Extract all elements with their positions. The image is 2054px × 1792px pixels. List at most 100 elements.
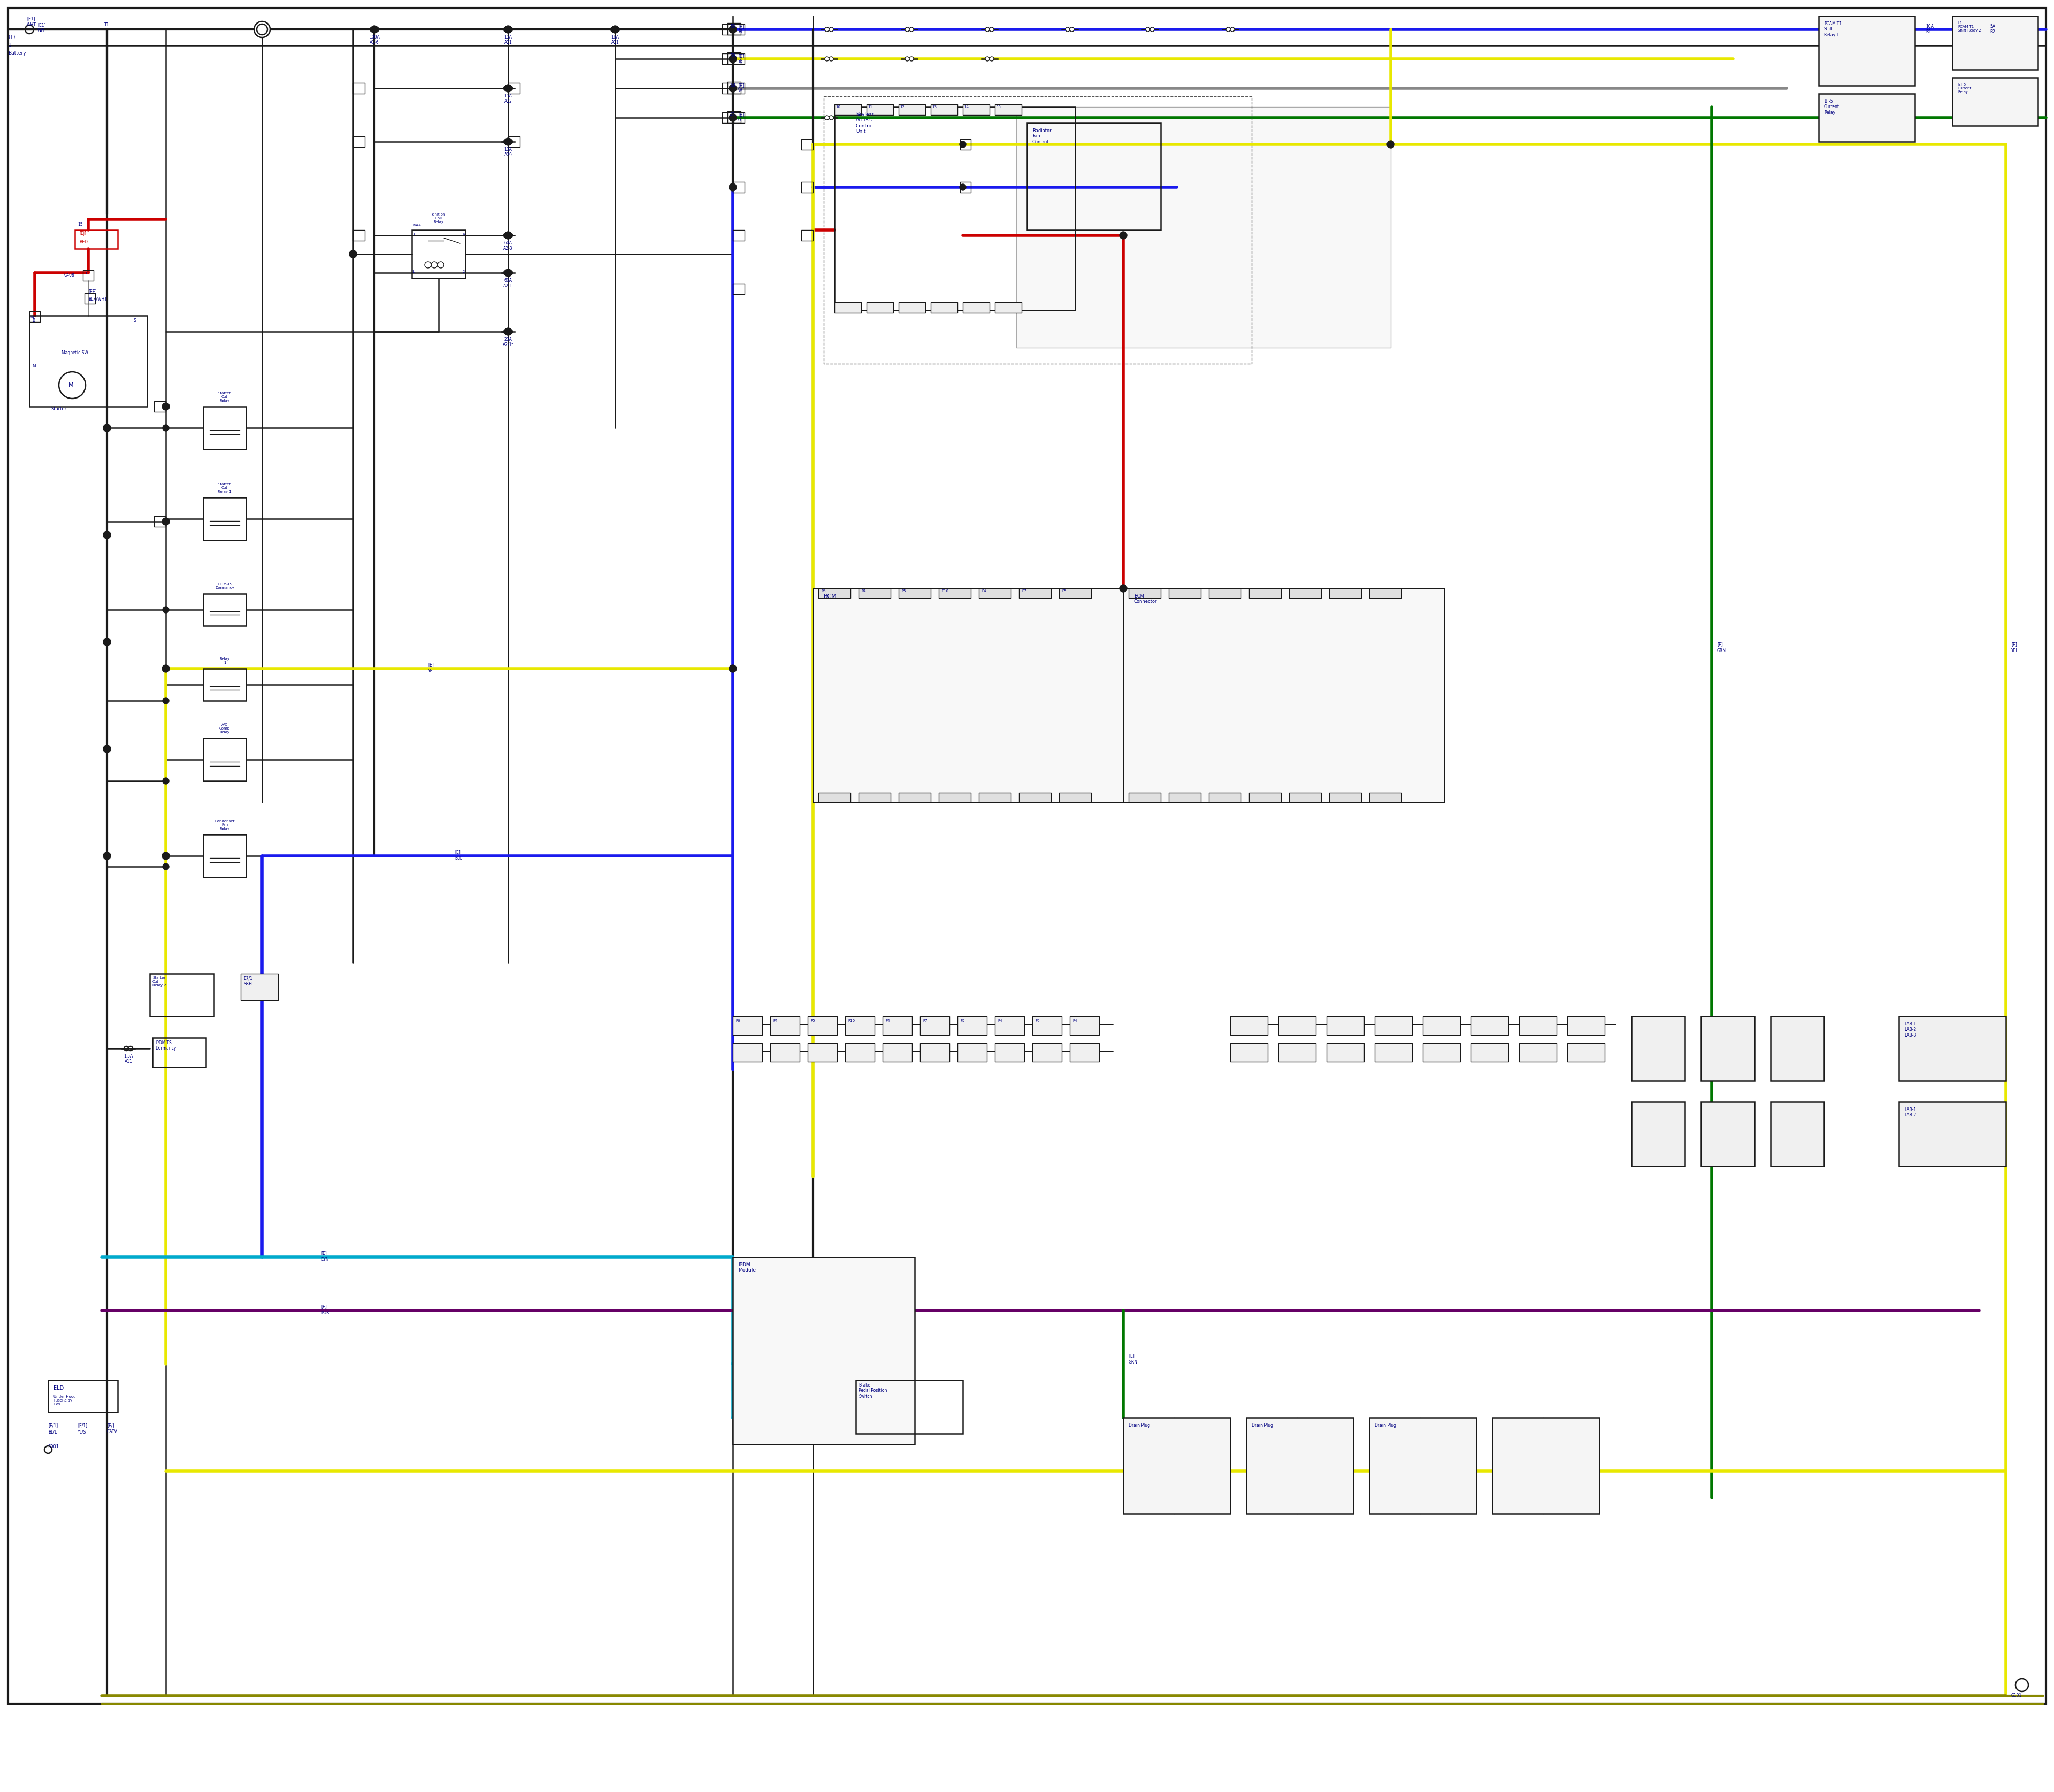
Text: Ignition
Coil
Relay: Ignition Coil Relay [431,213,446,224]
Bar [1290,588,1321,599]
Bar [74,229,117,249]
Bar [413,229,466,278]
Bar [723,82,733,93]
Bar [727,111,741,124]
Text: A/C
Comp
Relay: A/C Comp Relay [220,724,230,735]
Bar [1423,1016,1460,1036]
Bar [900,588,930,599]
Circle shape [103,425,111,432]
Text: LAB-1
LAB-2: LAB-1 LAB-2 [1904,1107,1916,1118]
Bar [1027,124,1161,229]
Bar [1493,1417,1600,1514]
Circle shape [103,530,111,539]
Bar [1374,1016,1413,1036]
Bar [733,82,744,93]
Circle shape [162,403,170,410]
Bar [1070,1043,1099,1063]
Bar [770,1043,799,1063]
Bar [1471,1016,1508,1036]
Circle shape [826,115,830,120]
Text: P6: P6 [822,590,826,593]
Bar [980,588,1011,599]
Circle shape [505,138,511,145]
Bar [883,1043,912,1063]
Text: WHT: WHT [27,23,37,27]
Text: Starter
Cut
Relay 2: Starter Cut Relay 2 [152,977,166,987]
Circle shape [1150,27,1154,32]
Bar [1631,1016,1684,1081]
Circle shape [1070,27,1074,32]
Text: YE: YE [737,59,744,65]
Bar [1169,792,1202,803]
Text: BLU: BLU [454,857,462,860]
Text: YEL: YEL [2011,649,2019,652]
Circle shape [103,745,111,753]
Circle shape [103,638,111,645]
Bar [1329,792,1362,803]
Bar [1033,1016,1062,1036]
Bar [1567,1043,1604,1063]
Bar [1631,1102,1684,1167]
Circle shape [257,23,267,34]
Bar [1210,792,1241,803]
Bar [900,104,926,115]
Bar [959,181,972,192]
Circle shape [372,27,378,32]
Bar [203,593,246,625]
Bar [801,140,813,151]
Circle shape [729,25,737,34]
Text: Starter: Starter [51,407,66,412]
Bar [727,82,741,93]
Circle shape [1119,584,1128,591]
Text: Starter
Cut
Relay: Starter Cut Relay [218,392,232,401]
Text: Relay
1: Relay 1 [220,658,230,665]
Text: 14: 14 [963,106,969,109]
Circle shape [986,27,990,32]
Text: Under Hood
FuseRelay
Box: Under Hood FuseRelay Box [53,1396,76,1405]
Bar [817,588,850,599]
Text: 15A
A21: 15A A21 [503,34,511,45]
Bar [1818,93,1914,142]
Text: Keyless
Access
Control
Unit: Keyless Access Control Unit [857,113,873,134]
Bar [867,104,893,115]
Text: Drain Plug: Drain Plug [1251,1423,1273,1428]
Text: LAB-1
LAB-2
LAB-3: LAB-1 LAB-2 LAB-3 [1904,1021,1916,1038]
Bar [1278,1016,1317,1036]
Bar [1128,792,1161,803]
Text: 15: 15 [78,222,82,228]
Text: 1: 1 [88,297,90,299]
Bar [1520,1043,1557,1063]
Text: 60A
A2-1: 60A A2-1 [503,278,514,289]
Text: [E]: [E] [427,663,433,667]
Text: [E]: [E] [1128,1353,1134,1358]
Bar [900,792,930,803]
Circle shape [729,115,737,122]
Bar [1701,1102,1754,1167]
Bar [1070,1016,1099,1036]
Circle shape [505,328,511,335]
Circle shape [103,853,111,860]
Bar [1060,792,1091,803]
Circle shape [729,84,737,91]
Circle shape [1119,231,1128,238]
Bar [770,1016,799,1036]
Bar [1278,1043,1317,1063]
Text: 1: 1 [8,43,10,48]
Bar [824,97,1251,364]
Bar [240,973,277,1000]
Circle shape [910,27,914,32]
Text: CATV: CATV [107,1430,117,1434]
Bar [203,407,246,450]
Text: ELD: ELD [53,1385,64,1391]
Text: GRN: GRN [1717,649,1725,652]
Bar [733,1256,914,1444]
Bar [994,303,1021,314]
Bar [1329,588,1362,599]
Bar [203,668,246,701]
Bar [154,401,166,412]
Bar [1033,1043,1062,1063]
Circle shape [349,251,355,258]
Circle shape [2015,1679,2027,1692]
Bar [1423,1043,1460,1063]
Text: M44: M44 [413,224,421,228]
